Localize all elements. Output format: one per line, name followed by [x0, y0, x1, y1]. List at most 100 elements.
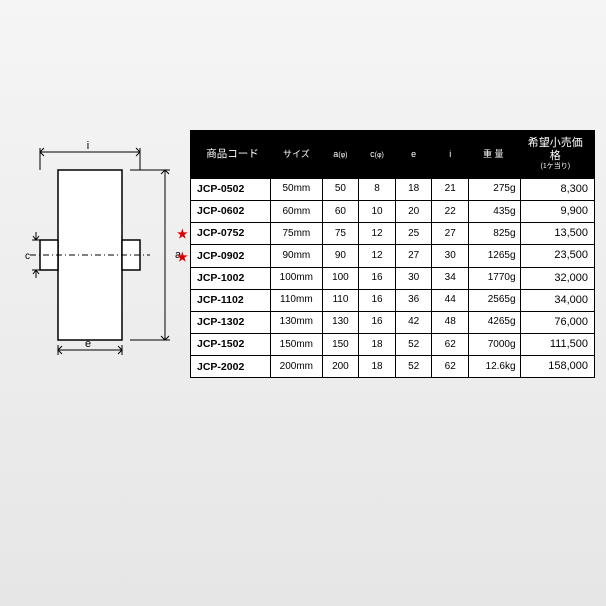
cell-a: 110	[322, 289, 359, 311]
table-row: JCP-0752★75mm75122527825g13,500	[191, 223, 595, 245]
cell-e: 27	[395, 245, 432, 267]
cell-i: 34	[432, 267, 469, 289]
table-body: JCP-050250mm5081821275g8,300JCP-060260mm…	[191, 178, 595, 378]
cell-e: 30	[395, 267, 432, 289]
cell-size: 75mm	[271, 223, 323, 245]
cell-a: 90	[322, 245, 359, 267]
cell-size: 60mm	[271, 200, 323, 222]
cell-code: JCP-0602	[191, 200, 271, 222]
table-row: JCP-1002100mm1001630341770g32,000	[191, 267, 595, 289]
cell-price: 13,500	[520, 223, 594, 245]
table-row: JCP-2002200mm20018526212.6kg158,000	[191, 356, 595, 378]
cell-e: 18	[395, 178, 432, 200]
cell-size: 50mm	[271, 178, 323, 200]
cell-weight: 275g	[469, 178, 521, 200]
th-a: a(φ)	[322, 131, 359, 179]
table-row: JCP-060260mm60102022435g9,900	[191, 200, 595, 222]
cell-code: JCP-1102	[191, 289, 271, 311]
th-i: i	[432, 131, 469, 179]
cell-weight: 7000g	[469, 334, 521, 356]
wheel-drawing: i a c	[10, 140, 190, 360]
cell-c: 18	[359, 334, 396, 356]
cell-e: 36	[395, 289, 432, 311]
th-e: e	[395, 131, 432, 179]
cell-i: 44	[432, 289, 469, 311]
cell-price: 23,500	[520, 245, 594, 267]
cell-code: JCP-2002	[191, 356, 271, 378]
cell-weight: 1770g	[469, 267, 521, 289]
cell-weight: 435g	[469, 200, 521, 222]
cell-e: 25	[395, 223, 432, 245]
technical-diagram: i a c	[10, 140, 190, 360]
cell-c: 16	[359, 311, 396, 333]
cell-code: JCP-1502	[191, 334, 271, 356]
cell-size: 130mm	[271, 311, 323, 333]
th-code: 商品コード	[191, 131, 271, 179]
cell-c: 12	[359, 223, 396, 245]
cell-size: 150mm	[271, 334, 323, 356]
cell-e: 52	[395, 334, 432, 356]
cell-a: 200	[322, 356, 359, 378]
dim-label-i: i	[87, 140, 89, 152]
cell-c: 10	[359, 200, 396, 222]
cell-price: 111,500	[520, 334, 594, 356]
cell-code: JCP-1002	[191, 267, 271, 289]
page: i a c	[0, 0, 606, 606]
th-weight: 重 量	[469, 131, 521, 179]
table-row: JCP-0902★90mm901227301265g23,500	[191, 245, 595, 267]
cell-i: 22	[432, 200, 469, 222]
cell-size: 100mm	[271, 267, 323, 289]
cell-weight: 4265g	[469, 311, 521, 333]
cell-i: 21	[432, 178, 469, 200]
cell-price: 34,000	[520, 289, 594, 311]
th-size: サイズ	[271, 131, 323, 179]
table-row: JCP-1102110mm1101636442565g34,000	[191, 289, 595, 311]
cell-weight: 2565g	[469, 289, 521, 311]
cell-e: 20	[395, 200, 432, 222]
cell-a: 130	[322, 311, 359, 333]
cell-i: 30	[432, 245, 469, 267]
cell-weight: 12.6kg	[469, 356, 521, 378]
table-row: JCP-1502150mm1501852627000g111,500	[191, 334, 595, 356]
cell-price: 32,000	[520, 267, 594, 289]
cell-c: 16	[359, 267, 396, 289]
star-icon: ★	[177, 227, 188, 241]
cell-price: 158,000	[520, 356, 594, 378]
table-row: JCP-050250mm5081821275g8,300	[191, 178, 595, 200]
th-price: 希望小売価格 (1ケ当り)	[520, 131, 594, 179]
cell-c: 16	[359, 289, 396, 311]
cell-price: 8,300	[520, 178, 594, 200]
dim-label-c: c	[25, 251, 30, 262]
table-row: JCP-1302130mm1301642484265g76,000	[191, 311, 595, 333]
cell-c: 8	[359, 178, 396, 200]
table-header-row: 商品コード サイズ a(φ) c(φ) e i 重 量 希望小売価格 (1ケ当り…	[191, 131, 595, 179]
cell-e: 52	[395, 356, 432, 378]
cell-a: 100	[322, 267, 359, 289]
cell-i: 62	[432, 356, 469, 378]
star-icon: ★	[177, 250, 188, 264]
cell-i: 48	[432, 311, 469, 333]
cell-c: 12	[359, 245, 396, 267]
cell-a: 75	[322, 223, 359, 245]
cell-code: JCP-0752★	[191, 223, 271, 245]
cell-price: 76,000	[520, 311, 594, 333]
cell-weight: 1265g	[469, 245, 521, 267]
th-c: c(φ)	[359, 131, 396, 179]
spec-table-container: 商品コード サイズ a(φ) c(φ) e i 重 量 希望小売価格 (1ケ当り…	[190, 130, 595, 378]
cell-i: 27	[432, 223, 469, 245]
cell-a: 60	[322, 200, 359, 222]
cell-code: JCP-1302	[191, 311, 271, 333]
dim-label-e: e	[85, 338, 91, 350]
cell-code: JCP-0502	[191, 178, 271, 200]
cell-code: JCP-0902★	[191, 245, 271, 267]
spec-table: 商品コード サイズ a(φ) c(φ) e i 重 量 希望小売価格 (1ケ当り…	[190, 130, 595, 378]
cell-i: 62	[432, 334, 469, 356]
cell-c: 18	[359, 356, 396, 378]
cell-weight: 825g	[469, 223, 521, 245]
cell-size: 90mm	[271, 245, 323, 267]
cell-a: 150	[322, 334, 359, 356]
cell-a: 50	[322, 178, 359, 200]
cell-size: 200mm	[271, 356, 323, 378]
cell-e: 42	[395, 311, 432, 333]
cell-size: 110mm	[271, 289, 323, 311]
